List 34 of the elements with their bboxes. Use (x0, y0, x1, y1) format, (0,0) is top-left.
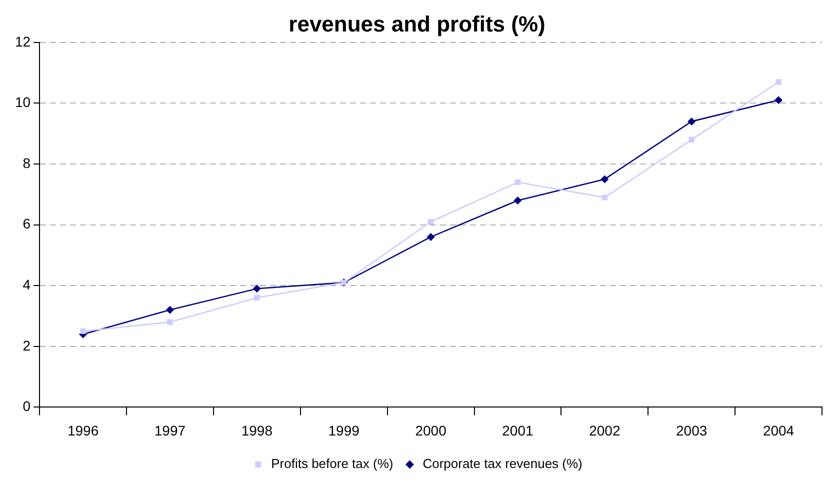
x-tick-label: 1997 (154, 422, 186, 438)
y-tick-label: 4 (22, 276, 31, 292)
point (254, 294, 260, 301)
x-tick-label: 2004 (762, 422, 794, 438)
y-tick-label: 12 (14, 33, 31, 50)
x-tick-label: 1996 (67, 422, 99, 438)
x-tick-label: 1999 (328, 422, 360, 438)
point (514, 179, 521, 186)
x-tick-label: 1998 (241, 422, 273, 438)
y-tick-label: 6 (22, 216, 31, 232)
legend-label: Corporate tax revenues (%) (422, 456, 582, 472)
point (774, 96, 783, 104)
point (514, 196, 522, 204)
point (80, 328, 86, 334)
point (776, 79, 782, 85)
point (688, 136, 694, 143)
x-tick-label: 2003 (676, 422, 708, 438)
y-tick-label: 8 (22, 154, 31, 171)
point (426, 232, 435, 241)
chart-title: revenues and profits (%) (288, 11, 546, 36)
x-tick-label: 2000 (415, 422, 447, 438)
point (688, 117, 696, 126)
point (252, 284, 261, 293)
x-tick-label: 2002 (589, 422, 620, 438)
point (166, 306, 174, 314)
y-tick-label: 0 (22, 398, 31, 414)
point (167, 319, 173, 325)
y-tick-label: 2 (22, 337, 31, 354)
point (602, 194, 608, 200)
point (600, 175, 609, 184)
point (428, 218, 434, 225)
y-tick-label: 10 (14, 94, 31, 110)
x-tick-label: 2001 (502, 422, 534, 438)
legend-label: Profits before tax (%) (271, 456, 394, 472)
